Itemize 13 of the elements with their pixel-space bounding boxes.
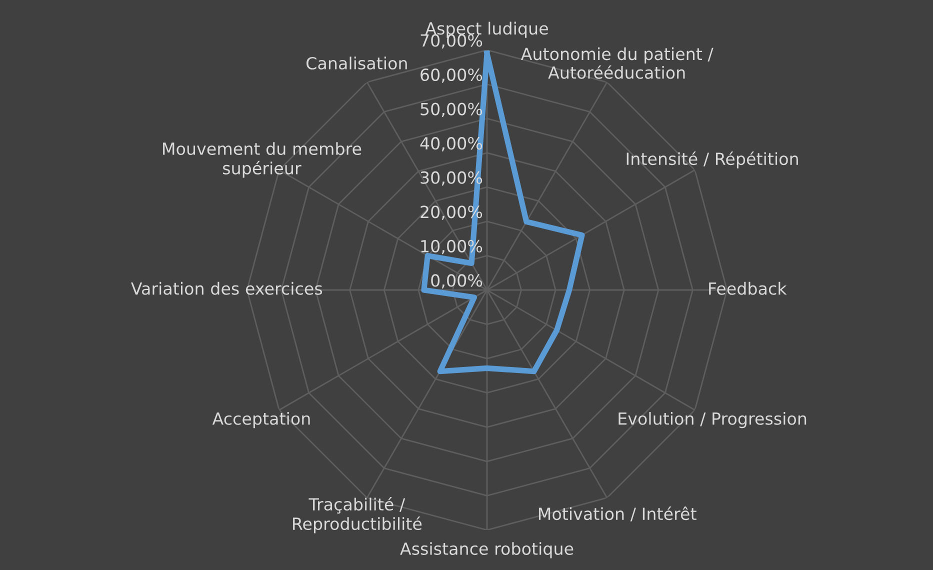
spoke-label: Assistance robotique	[400, 542, 574, 558]
y-tick-label: 0,00%	[431, 274, 482, 288]
spoke-label: Variation des exercices	[130, 282, 322, 295]
spoke-label: Intensité / Répétition	[626, 152, 798, 168]
spoke-label: Mouvement du membre supérieur	[163, 142, 362, 178]
spoke-label: Canalisation	[306, 56, 407, 70]
y-tick-label: 60,00%	[420, 68, 482, 83]
spoke-label: Evolution / Progression	[618, 412, 806, 428]
spoke-label: Acceptation	[212, 412, 310, 428]
spoke-label: Feedback	[709, 282, 787, 295]
spoke-label: Motivation / Intérêt	[538, 506, 696, 522]
spoke-label: Traçabilité / Reproductibilité	[293, 497, 422, 534]
spoke-label: Autonomie du patient / Autorééducation	[520, 47, 714, 79]
